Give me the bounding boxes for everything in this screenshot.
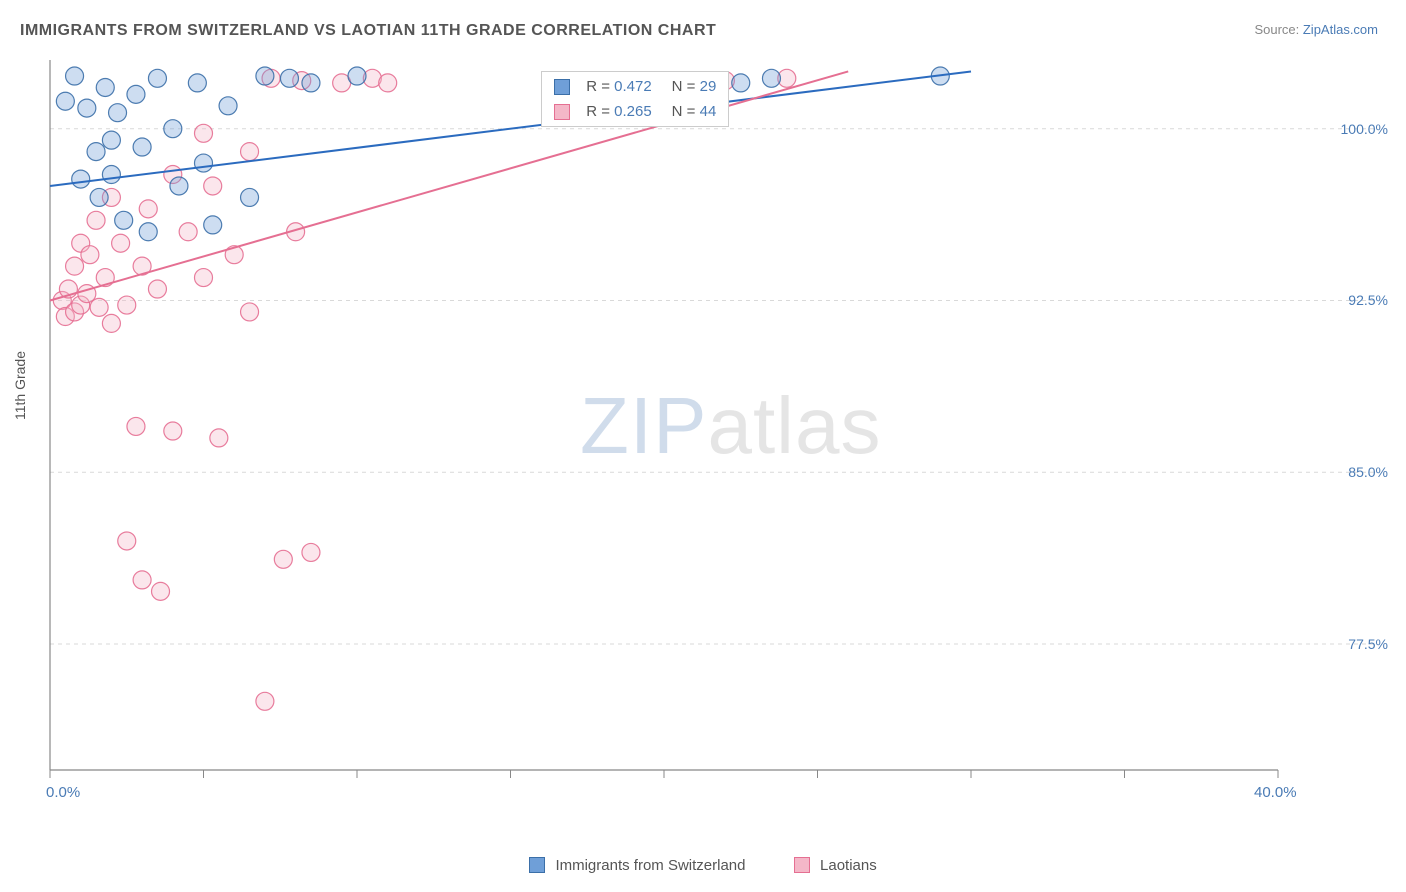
source-label: Source: ZipAtlas.com xyxy=(1254,22,1378,37)
source-value: ZipAtlas.com xyxy=(1303,22,1378,37)
legend: Immigrants from Switzerland Laotians xyxy=(0,857,1406,874)
x-tick-label: 0.0% xyxy=(46,784,80,801)
r-label: R = 0.265 xyxy=(586,103,651,120)
n-value: 29 xyxy=(700,78,717,95)
square-icon xyxy=(554,104,570,120)
y-tick-label: 77.5% xyxy=(1348,636,1388,652)
correlation-row: R = 0.265 N = 44 xyxy=(542,99,728,124)
r-value: 0.472 xyxy=(614,78,652,95)
square-icon xyxy=(529,857,545,873)
n-label: N = 44 xyxy=(672,103,717,120)
r-value: 0.265 xyxy=(614,103,652,120)
n-value: 44 xyxy=(700,103,717,120)
scatter-plot xyxy=(48,50,1378,810)
square-icon xyxy=(794,857,810,873)
source-prefix: Source: xyxy=(1254,22,1302,37)
y-tick-label: 100.0% xyxy=(1341,121,1388,137)
legend-label: Immigrants from Switzerland xyxy=(555,857,745,874)
y-axis-label: 11th Grade xyxy=(12,351,28,420)
y-tick-label: 92.5% xyxy=(1348,292,1388,308)
correlation-row: R = 0.472 N = 29 xyxy=(542,74,728,99)
chart-container: IMMIGRANTS FROM SWITZERLAND VS LAOTIAN 1… xyxy=(0,0,1406,892)
correlation-box: R = 0.472 N = 29 R = 0.265 N = 44 xyxy=(541,71,729,127)
square-icon xyxy=(554,79,570,95)
y-tick-label: 85.0% xyxy=(1348,464,1388,480)
legend-label: Laotians xyxy=(820,857,877,874)
x-tick-label: 40.0% xyxy=(1254,784,1297,801)
chart-title: IMMIGRANTS FROM SWITZERLAND VS LAOTIAN 1… xyxy=(20,22,716,40)
n-label: N = 29 xyxy=(672,78,717,95)
r-label: R = 0.472 xyxy=(586,78,651,95)
